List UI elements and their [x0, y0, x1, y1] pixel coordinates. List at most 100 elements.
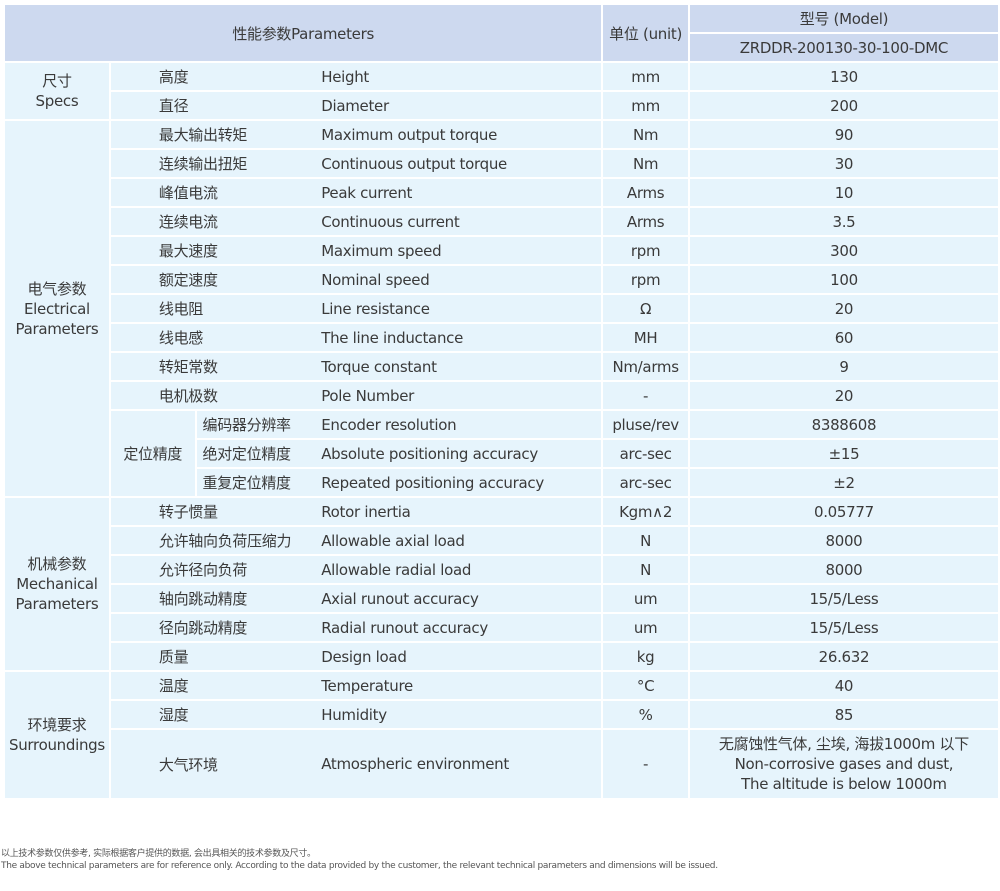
param-unit: °C [601, 670, 690, 701]
param-cn: 转子惯量 [108, 496, 312, 527]
group-en: Surroundings [9, 736, 105, 754]
header-unit: 单位 (unit) [601, 3, 690, 63]
param-en: Pole Number [311, 380, 604, 411]
param-cn: 允许轴向负荷压缩力 [108, 525, 312, 556]
group-en: Mechanical Parameters [15, 575, 99, 613]
table-row: 机械参数 Mechanical Parameters 转子惯量 Rotor inert… [3, 496, 1000, 672]
param-unit: um [601, 583, 690, 614]
param-value: 30 [687, 148, 1000, 179]
table-row: 电机极数 Pole Number -20 [4, 380, 1000, 411]
param-cn: 转矩常数 [108, 351, 312, 382]
param-en: Line resistance [311, 293, 604, 324]
header-model-label: 型号 (Model) [687, 3, 1000, 34]
param-cn: 最大输出转矩 [108, 119, 312, 150]
param-en: Absolute positioning accuracy [311, 438, 604, 469]
param-unit: Ω [601, 293, 690, 324]
table-row: 线电感 The line inductance MH 60 [4, 322, 1000, 353]
param-en: Torque constant [311, 351, 604, 382]
group-cn: 机械参数 [27, 555, 87, 573]
param-en: Maximum speed [311, 235, 604, 266]
param-value: 20 [687, 293, 1000, 324]
table-row: 最大速度 Maximum speed rpm 300 [4, 235, 1000, 266]
table-row: 重复定位精度 Repeated positioning accuracy arc-s… [4, 467, 1000, 498]
param-cn: 直径 [108, 90, 312, 121]
group-cn: 电气参数 [27, 279, 87, 298]
param-value: 200 [687, 90, 1000, 121]
param-value: 40 [687, 670, 1000, 701]
param-value: 15/5/Less [687, 583, 1000, 614]
table-row: 轴向跳动精度 Axial runout accuracy um 15/5/Less [4, 583, 1000, 614]
param-en: Allowable radial load [311, 554, 604, 585]
param-en: Repeated positioning accuracy [311, 467, 604, 498]
table-row: 湿度 Humidity% 85 [4, 699, 1000, 730]
param-cn: 径向跳动精度 [108, 612, 312, 643]
group-cn: 尺寸 [42, 72, 72, 90]
table-row: 转矩常数 Torque constant Nm/arms 9 [4, 351, 1000, 382]
param-cn: 绝对定位精度 [194, 438, 312, 469]
table-row: 线电阻 Line resistance Ω 20 [4, 293, 1000, 324]
param-value: 3.5 [687, 206, 1000, 237]
table-row: 径向跳动精度 Radial runout accuracy um 15/5/Less [4, 612, 1000, 643]
group-en: Electrical Parameters [15, 299, 99, 338]
value-line: Non-corrosive gases and dust, [734, 755, 954, 773]
param-unit: pluse/rev [601, 409, 690, 440]
table-row: 直径 Diameter mm 200 [4, 90, 1000, 121]
param-en: Peak current [311, 177, 604, 208]
param-cn: 湿度 [108, 699, 312, 730]
spec-table: 性能参数Parameters 单位 (unit) 型号 (Model) ZRDDR-… [2, 3, 1000, 800]
value-line: The altitude is below 1000m [741, 775, 947, 793]
param-value: 90 [687, 119, 1000, 150]
param-cn: 温度 [108, 670, 312, 701]
param-en: Allowable axial load [311, 525, 604, 556]
group-en: Specs [35, 92, 79, 110]
param-cn: 允许径向负荷 [108, 554, 312, 585]
subgroup-label: 定位精度 [108, 409, 197, 498]
param-unit: Nm [601, 119, 690, 150]
value-line: 无腐蚀性气体, 尘埃, 海拔1000m 以下 [718, 735, 969, 753]
param-unit: N [601, 525, 690, 556]
param-unit: um [601, 612, 690, 643]
param-unit: mm [601, 61, 690, 92]
table-row: 允许径向负荷 Allowable radial load N 8000 [4, 554, 1000, 585]
param-unit: rpm [601, 235, 690, 266]
param-en: Atmospheric environment [311, 728, 604, 800]
param-cn: 额定速度 [108, 264, 312, 295]
param-en: Continuous current [311, 206, 604, 237]
param-value: 0.05777 [687, 496, 1000, 527]
group-label: 电气参数 Electrical Parameters [3, 119, 111, 498]
header-model: ZRDDR-200130-30-100-DMC [687, 32, 1000, 63]
param-en: Radial runout accuracy [311, 612, 604, 643]
param-unit: mm [601, 90, 690, 121]
param-cn: 电机极数 [108, 380, 312, 411]
param-en: Design load [311, 641, 604, 672]
param-en: Temperature [311, 670, 604, 701]
param-value: 无腐蚀性气体, 尘埃, 海拔1000m 以下 Non-corrosive gase… [687, 728, 1000, 800]
table-row: 允许轴向负荷压缩力 Allowable axial load N 8000 [4, 525, 1000, 556]
table-row: 尺寸 Specs 高度 Height mm 130 [3, 61, 1000, 121]
param-cn: 线电阻 [108, 293, 312, 324]
group-label: 环境要求 Surroundings [3, 670, 111, 800]
group-label: 机械参数 Mechanical Parameters [3, 496, 111, 672]
param-unit: MH [601, 322, 690, 353]
table-row: 连续电流 Continuous current Arms 3.5 [4, 206, 1000, 237]
group-cn: 环境要求 [27, 716, 87, 734]
param-unit: - [601, 380, 690, 411]
table-row: 绝对定位精度 Absolute positioning accuracy arc-s… [4, 438, 1000, 469]
param-cn: 连续电流 [108, 206, 312, 237]
param-unit: arc-sec [601, 438, 690, 469]
param-en: Diameter [311, 90, 604, 121]
param-unit: kg [601, 641, 690, 672]
param-value: ±15 [687, 438, 1000, 469]
param-value: 20 [687, 380, 1000, 411]
param-value: 8388608 [687, 409, 1000, 440]
table-row: 连续输出扭矩 Continuous output torque Nm 30 [4, 148, 1000, 179]
param-cn: 质量 [108, 641, 312, 672]
param-unit: arc-sec [601, 467, 690, 498]
param-value: 8000 [687, 554, 1000, 585]
table-row: 质量 Design load kg 26.632 [4, 641, 1000, 672]
param-en: Nominal speed [311, 264, 604, 295]
table-row: 定位精度 编码器分辨率 Encoder resolution pluse/rev 838… [4, 409, 1000, 498]
param-cn: 最大速度 [108, 235, 312, 266]
param-unit: - [601, 728, 690, 800]
table-row: 大气环境 Atmospheric environment - 无腐蚀性气体, 尘埃, … [4, 728, 1000, 800]
